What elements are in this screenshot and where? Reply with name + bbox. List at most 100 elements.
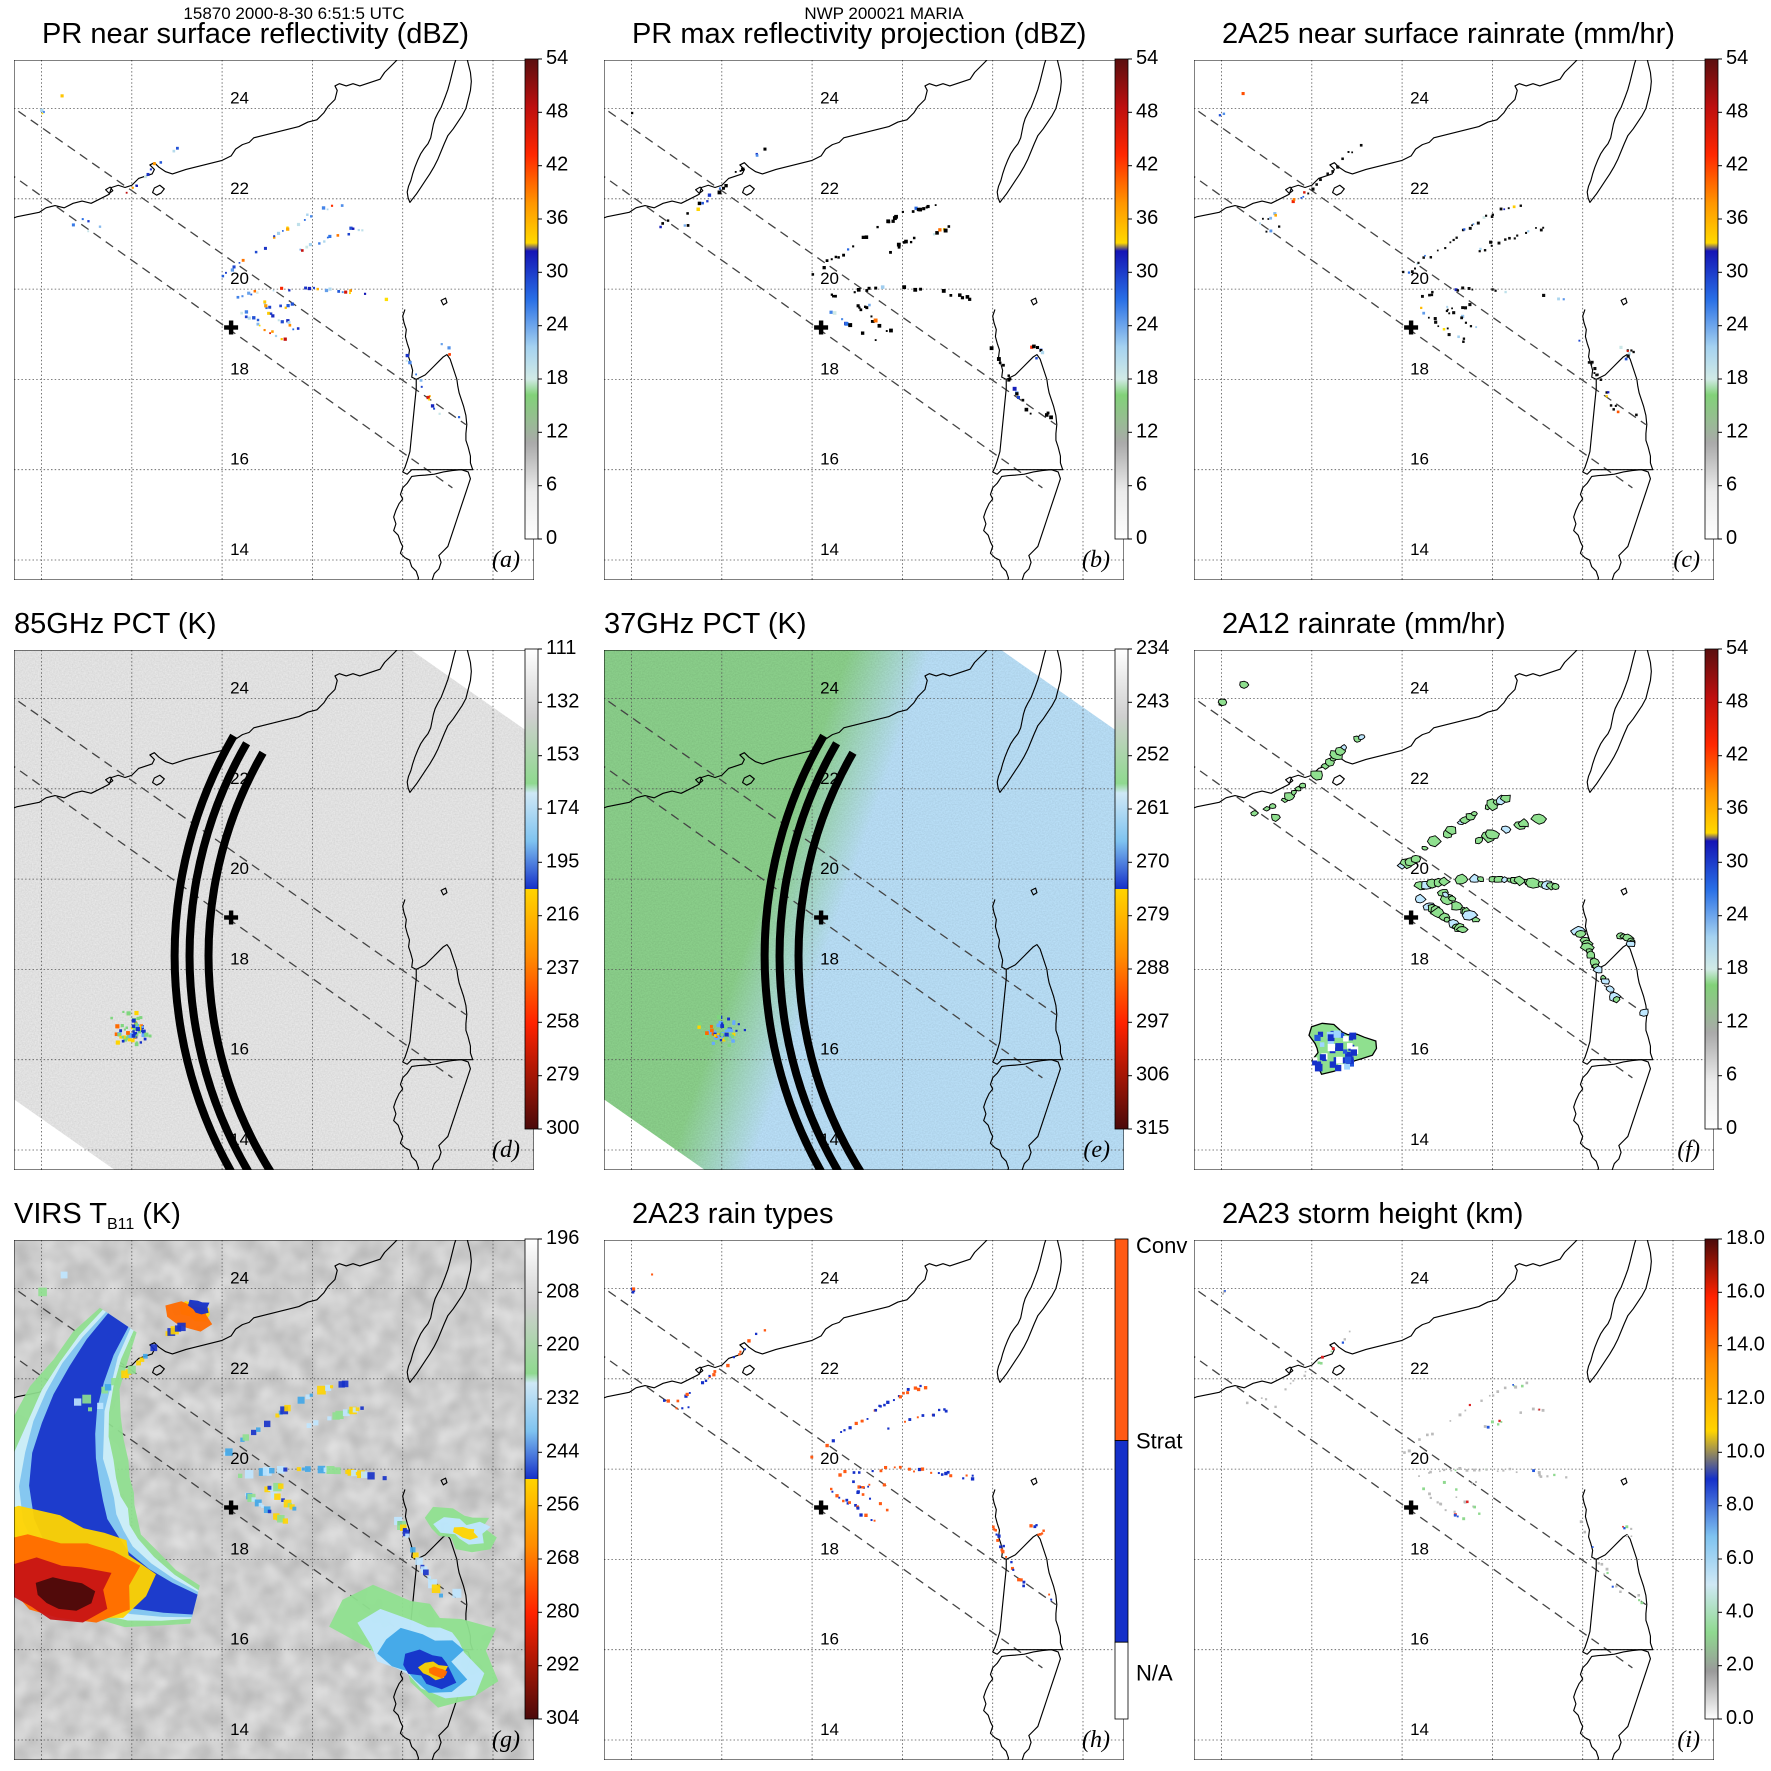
svg-text:18: 18	[1410, 1539, 1429, 1558]
svg-text:12: 12	[546, 420, 568, 442]
svg-text:261: 261	[1136, 797, 1169, 819]
svg-text:22: 22	[230, 179, 249, 198]
svg-text:36: 36	[546, 207, 568, 229]
svg-text:22: 22	[1410, 1359, 1429, 1378]
svg-text:24: 24	[546, 314, 568, 336]
svg-text:24: 24	[1410, 1269, 1429, 1288]
svg-text:36: 36	[1136, 207, 1158, 229]
svg-text:54: 54	[546, 47, 568, 69]
svg-text:153: 153	[546, 744, 579, 766]
svg-text:18: 18	[1136, 367, 1158, 389]
svg-text:14: 14	[1410, 1130, 1429, 1149]
svg-text:30: 30	[546, 260, 568, 282]
svg-text:216: 216	[546, 904, 579, 926]
svg-text:243: 243	[1136, 690, 1169, 712]
svg-text:258: 258	[546, 1010, 579, 1032]
svg-text:268: 268	[546, 1547, 579, 1569]
svg-text:18: 18	[230, 359, 249, 378]
svg-text:234: 234	[1136, 637, 1169, 659]
svg-text:16: 16	[820, 1630, 839, 1649]
svg-text:24: 24	[820, 679, 839, 698]
svg-text:6: 6	[1726, 1064, 1737, 1086]
svg-text:288: 288	[1136, 957, 1169, 979]
svg-text:195: 195	[546, 850, 579, 872]
svg-text:10.0: 10.0	[1726, 1440, 1765, 1462]
svg-text:22: 22	[230, 1359, 249, 1378]
svg-text:24: 24	[820, 1269, 839, 1288]
svg-text:237: 237	[546, 957, 579, 979]
svg-text:14: 14	[820, 540, 839, 559]
svg-text:20: 20	[230, 269, 249, 288]
svg-text:54: 54	[1726, 637, 1748, 659]
svg-text:30: 30	[1726, 850, 1748, 872]
svg-text:16: 16	[230, 450, 249, 469]
svg-text:14: 14	[230, 1720, 249, 1739]
svg-text:20: 20	[230, 1449, 249, 1468]
svg-text:48: 48	[1726, 100, 1748, 122]
svg-text:18: 18	[230, 949, 249, 968]
svg-text:300: 300	[546, 1117, 579, 1139]
svg-text:18: 18	[820, 359, 839, 378]
svg-text:0: 0	[1726, 1117, 1737, 1139]
svg-text:24: 24	[1726, 904, 1748, 926]
svg-text:30: 30	[1136, 260, 1158, 282]
svg-text:280: 280	[546, 1600, 579, 1622]
svg-text:0: 0	[546, 527, 557, 549]
svg-text:18: 18	[1410, 949, 1429, 968]
svg-text:20: 20	[820, 859, 839, 878]
svg-text:297: 297	[1136, 1010, 1169, 1032]
svg-text:16: 16	[820, 1040, 839, 1059]
svg-text:132: 132	[546, 690, 579, 712]
svg-text:2.0: 2.0	[1726, 1654, 1754, 1676]
svg-text:12.0: 12.0	[1726, 1387, 1765, 1409]
svg-text:0: 0	[1726, 527, 1737, 549]
svg-text:14.0: 14.0	[1726, 1334, 1765, 1356]
svg-text:20: 20	[820, 1449, 839, 1468]
svg-text:6.0: 6.0	[1726, 1547, 1754, 1569]
svg-text:18: 18	[546, 367, 568, 389]
svg-text:Strat: Strat	[1136, 1429, 1182, 1454]
svg-text:24: 24	[1726, 314, 1748, 336]
svg-text:54: 54	[1136, 47, 1158, 69]
svg-text:16: 16	[1410, 450, 1429, 469]
svg-text:42: 42	[1726, 154, 1748, 176]
svg-text:54: 54	[1726, 47, 1748, 69]
svg-text:18: 18	[230, 1539, 249, 1558]
svg-text:24: 24	[1136, 314, 1158, 336]
svg-text:22: 22	[1410, 179, 1429, 198]
svg-text:18: 18	[1726, 367, 1748, 389]
svg-text:48: 48	[546, 100, 568, 122]
svg-text:20: 20	[230, 859, 249, 878]
svg-text:42: 42	[546, 154, 568, 176]
svg-text:6: 6	[1726, 474, 1737, 496]
svg-text:196: 196	[546, 1227, 579, 1249]
svg-text:22: 22	[820, 1359, 839, 1378]
svg-text:18: 18	[1410, 359, 1429, 378]
svg-text:252: 252	[1136, 744, 1169, 766]
svg-text:18: 18	[1726, 957, 1748, 979]
svg-text:279: 279	[1136, 904, 1169, 926]
svg-text:36: 36	[1726, 797, 1748, 819]
svg-text:12: 12	[1136, 420, 1158, 442]
svg-text:14: 14	[230, 540, 249, 559]
svg-text:30: 30	[1726, 260, 1748, 282]
svg-text:16: 16	[820, 450, 839, 469]
svg-text:304: 304	[546, 1707, 579, 1729]
svg-text:20: 20	[820, 269, 839, 288]
svg-text:292: 292	[546, 1654, 579, 1676]
svg-text:48: 48	[1136, 100, 1158, 122]
svg-text:18.0: 18.0	[1726, 1227, 1765, 1249]
svg-text:24: 24	[1410, 89, 1429, 108]
svg-text:24: 24	[230, 1269, 249, 1288]
svg-text:42: 42	[1726, 744, 1748, 766]
svg-text:20: 20	[1410, 1449, 1429, 1468]
svg-text:18: 18	[820, 949, 839, 968]
svg-text:22: 22	[820, 179, 839, 198]
svg-text:6: 6	[546, 474, 557, 496]
svg-text:12: 12	[1726, 420, 1748, 442]
svg-text:315: 315	[1136, 1117, 1169, 1139]
svg-text:16: 16	[1410, 1630, 1429, 1649]
svg-text:244: 244	[546, 1440, 579, 1462]
svg-text:36: 36	[1726, 207, 1748, 229]
svg-text:208: 208	[546, 1280, 579, 1302]
